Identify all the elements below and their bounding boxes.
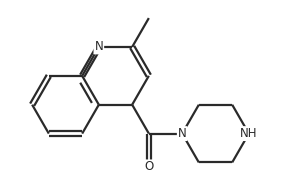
Text: NH: NH <box>240 127 258 140</box>
Text: N: N <box>178 127 187 140</box>
Text: O: O <box>144 160 153 173</box>
Text: N: N <box>94 41 103 53</box>
